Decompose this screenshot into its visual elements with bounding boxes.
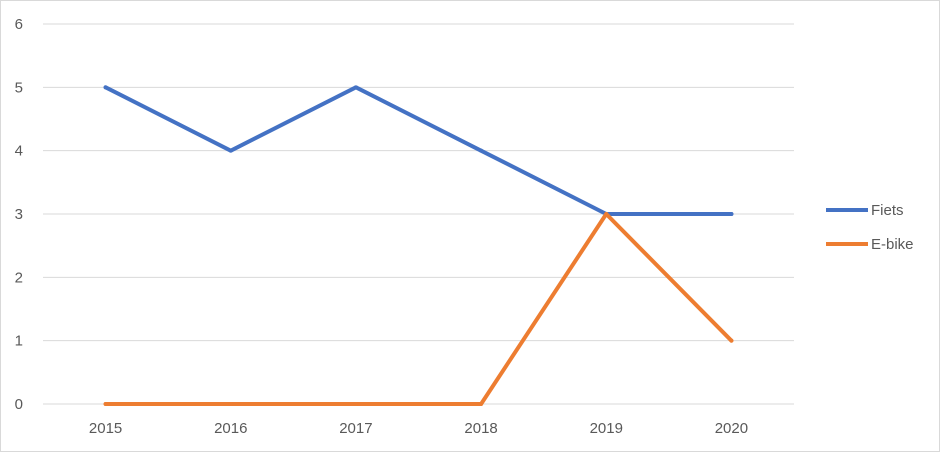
x-tick-label: 2018 <box>464 420 497 437</box>
data-point <box>729 212 734 216</box>
data-point <box>604 212 609 216</box>
x-tick-label: 2015 <box>89 420 122 437</box>
y-axis-ticks: 0 1 2 3 4 5 6 <box>15 16 23 413</box>
legend-label: E-bike <box>871 236 914 253</box>
y-tick-label: 2 <box>15 269 23 286</box>
series-lines <box>103 85 734 406</box>
series-line-fiets <box>103 85 734 216</box>
y-tick-label: 5 <box>15 79 23 96</box>
series-line-e-bike <box>103 212 734 406</box>
x-tick-label: 2019 <box>590 420 623 437</box>
x-tick-label: 2020 <box>715 420 748 437</box>
x-tick-label: 2017 <box>339 420 372 437</box>
data-point <box>103 85 108 90</box>
data-point <box>353 402 358 406</box>
legend-label: Fiets <box>871 202 904 219</box>
y-tick-label: 1 <box>15 333 23 350</box>
y-tick-label: 6 <box>15 16 23 33</box>
data-point <box>228 148 233 153</box>
x-tick-label: 2016 <box>214 420 247 437</box>
data-point <box>353 85 358 90</box>
y-tick-label: 3 <box>15 206 23 223</box>
data-point <box>729 338 734 343</box>
data-point <box>479 402 484 406</box>
x-axis-ticks: 2015 2016 2017 2018 2019 2020 <box>89 420 748 437</box>
legend: Fiets E-bike <box>826 202 914 253</box>
data-point <box>103 402 108 406</box>
data-point <box>479 148 484 153</box>
y-tick-label: 4 <box>15 143 23 160</box>
gridlines <box>43 23 794 405</box>
data-point <box>228 402 233 406</box>
y-tick-label: 0 <box>15 396 23 413</box>
